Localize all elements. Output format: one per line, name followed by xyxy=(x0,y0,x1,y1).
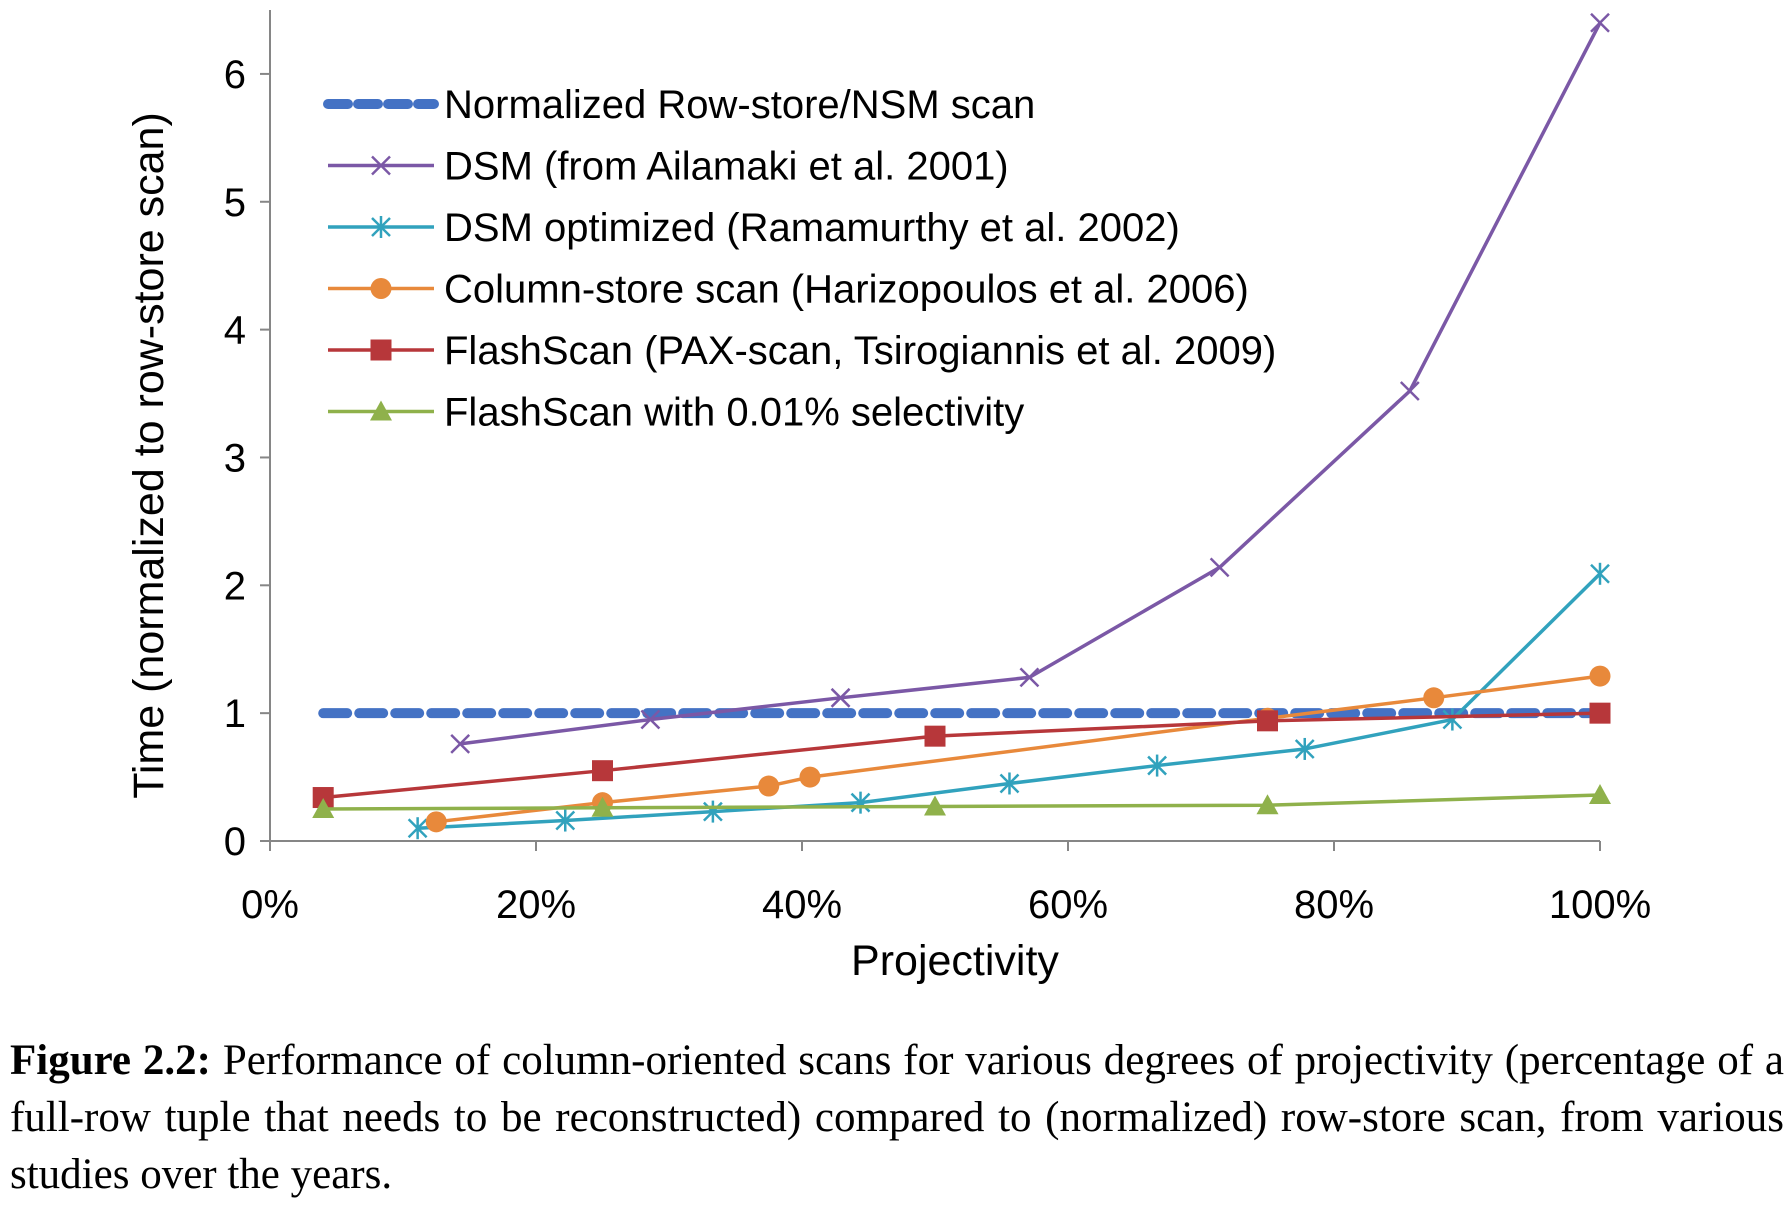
data-point xyxy=(1442,708,1463,731)
data-point xyxy=(591,796,614,817)
figure-caption-text: Performance of column-oriented scans for… xyxy=(10,1037,1784,1198)
x-tick-label: 60% xyxy=(1028,883,1108,927)
data-point xyxy=(1256,794,1279,815)
y-tick-label: 4 xyxy=(224,309,246,353)
y-tick-label: 0 xyxy=(224,820,246,864)
y-tick-label: 3 xyxy=(224,436,246,480)
legend-entry-3: Column-store scan (Harizopoulos et al. 2… xyxy=(328,268,1249,312)
legend-label: FlashScan (PAX-scan, Tsirogiannis et al.… xyxy=(444,329,1276,373)
legend-entry-5: FlashScan with 0.01% selectivity xyxy=(328,391,1024,435)
data-point xyxy=(312,798,335,819)
series-1 xyxy=(450,12,1610,754)
series-line xyxy=(323,793,1601,811)
series-4 xyxy=(312,702,1611,809)
legend-label: Normalized Row-store/NSM scan xyxy=(444,83,1035,127)
y-tick-label: 1 xyxy=(224,692,246,736)
data-point xyxy=(758,775,780,797)
y-tick-label: 5 xyxy=(224,181,246,225)
data-point xyxy=(1589,783,1611,804)
data-point xyxy=(1589,665,1611,687)
series-layer xyxy=(312,12,1611,840)
legend-entry-2: DSM optimized (Ramamurthy et al. 2002) xyxy=(328,206,1180,250)
legend-marker xyxy=(371,216,391,238)
legend-marker xyxy=(370,400,392,421)
data-point xyxy=(1019,667,1040,688)
x-tick-label: 80% xyxy=(1294,883,1374,927)
data-point xyxy=(1147,754,1167,777)
data-point xyxy=(640,709,661,730)
data-point xyxy=(1399,381,1420,401)
data-point xyxy=(1590,562,1610,585)
x-axis-title: Projectivity xyxy=(851,937,1059,985)
data-point xyxy=(850,791,871,814)
legend-entry-0: Normalized Row-store/NSM scan xyxy=(323,83,1035,127)
legend-label: FlashScan with 0.01% selectivity xyxy=(444,391,1024,435)
data-point xyxy=(1589,702,1611,724)
data-point xyxy=(999,772,1020,795)
data-point xyxy=(830,687,851,708)
y-axis-title: Time (normalized to row-store scan) xyxy=(125,112,173,799)
legend-entry-1: DSM (from Ailamaki et al. 2001) xyxy=(328,145,1009,189)
x-tick-label: 0% xyxy=(241,883,299,927)
y-tick-label: 2 xyxy=(224,564,246,608)
data-point xyxy=(592,760,613,782)
x-tick-label: 100% xyxy=(1549,883,1651,927)
legend-label: DSM optimized (Ramamurthy et al. 2002) xyxy=(444,206,1180,250)
data-point xyxy=(924,725,946,747)
series-2 xyxy=(407,562,1610,840)
data-point xyxy=(450,733,471,754)
data-point xyxy=(924,795,946,816)
data-point xyxy=(425,811,447,833)
data-point xyxy=(1257,710,1278,732)
legend-marker xyxy=(371,155,391,176)
data-point xyxy=(799,766,821,788)
legend-entry-4: FlashScan (PAX-scan, Tsirogiannis et al.… xyxy=(328,329,1276,373)
data-point xyxy=(1590,12,1610,33)
data-point xyxy=(1209,557,1230,578)
series-5 xyxy=(312,783,1611,819)
legend-label: Column-store scan (Harizopoulos et al. 2… xyxy=(444,268,1249,312)
legend-marker xyxy=(370,278,392,299)
data-point xyxy=(1423,687,1445,709)
data-point xyxy=(555,809,576,832)
legend-marker xyxy=(370,339,392,361)
legend: Normalized Row-store/NSM scan DSM (from A… xyxy=(323,83,1276,435)
figure-label: Figure 2.2: xyxy=(10,1037,211,1084)
series-line xyxy=(323,711,1601,800)
data-point xyxy=(312,787,334,809)
x-tick-label: 20% xyxy=(496,883,576,927)
data-point xyxy=(1294,737,1315,760)
figure-caption: Figure 2.2: Performance of column-orient… xyxy=(10,1032,1784,1203)
y-tick-label: 6 xyxy=(224,53,246,97)
x-tick-label: 40% xyxy=(762,883,842,927)
series-line xyxy=(459,21,1602,746)
legend-label: DSM (from Ailamaki et al. 2001) xyxy=(444,145,1009,189)
data-point xyxy=(407,817,428,840)
